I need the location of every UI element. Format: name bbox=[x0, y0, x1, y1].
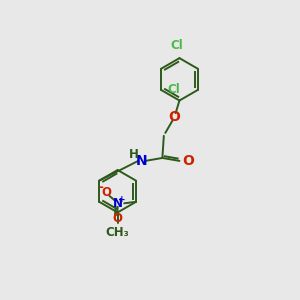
Text: Cl: Cl bbox=[171, 39, 184, 52]
Text: O: O bbox=[182, 154, 194, 168]
Text: +: + bbox=[118, 195, 126, 204]
Text: N: N bbox=[136, 154, 148, 168]
Text: O: O bbox=[168, 110, 180, 124]
Text: O: O bbox=[101, 187, 112, 200]
Text: N: N bbox=[113, 197, 123, 210]
Text: O: O bbox=[112, 212, 122, 225]
Text: H: H bbox=[129, 148, 138, 161]
Text: CH₃: CH₃ bbox=[106, 226, 130, 239]
Text: Cl: Cl bbox=[168, 83, 180, 96]
Text: -: - bbox=[99, 181, 104, 194]
